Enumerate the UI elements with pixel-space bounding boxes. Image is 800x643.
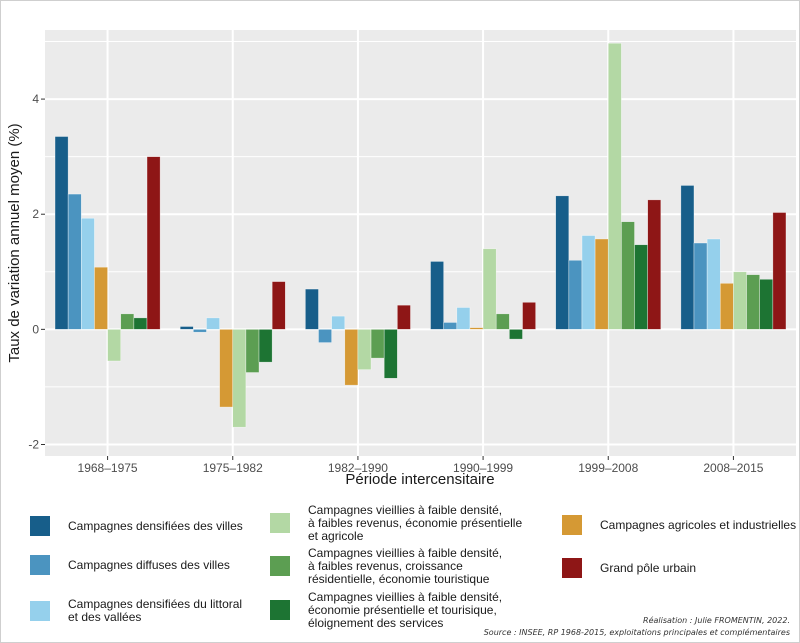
bar [568, 259, 583, 330]
legend-swatch [270, 513, 290, 533]
legend-item: Campagnes vieillies à faible densité, éc… [270, 590, 502, 630]
y-tick-label: -2 [28, 437, 39, 451]
bars [54, 42, 787, 428]
bar [232, 329, 247, 428]
bar [621, 221, 635, 330]
x-axis-title: Période intercensitaire [345, 471, 494, 488]
legend-item: Campagnes densifiées des villes [30, 513, 243, 539]
x-tick-label: 2008–2015 [703, 461, 763, 475]
bar [759, 278, 774, 330]
bar [67, 193, 82, 330]
legend-item: Campagnes agricoles et industrielles [562, 512, 796, 538]
x-axis: 1968–1975 1975–1982 1982–1990 1990–1999 1999… [78, 456, 764, 475]
y-tick-label: 2 [32, 207, 39, 221]
legend-label: Campagnes diffuses des villes [68, 557, 230, 572]
legend-item: Campagnes vieillies à faible densité, à … [270, 546, 502, 586]
legend-swatch [30, 601, 50, 621]
bar [305, 288, 319, 330]
x-tick-label: 1990–1999 [453, 461, 513, 475]
bar [706, 238, 721, 330]
plot-panel [45, 30, 796, 456]
bar [746, 274, 761, 330]
bar [271, 281, 286, 330]
bar [555, 195, 570, 330]
bar [80, 217, 95, 330]
bar [219, 329, 234, 408]
bar [344, 329, 359, 386]
bar [397, 304, 411, 330]
bar [772, 212, 787, 330]
x-tick-label: 1999–2008 [578, 461, 638, 475]
bar [522, 301, 536, 330]
legend-label: Campagnes vieillies à faible densité, à … [308, 545, 503, 586]
bar [680, 185, 695, 330]
bar [54, 136, 69, 330]
legend-swatch [270, 600, 290, 620]
bar [495, 313, 510, 330]
y-axis-title: Taux de variation annuel moyen (%) [6, 123, 23, 362]
y-axis: -2 0 2 4 [28, 92, 45, 451]
legend-swatch [562, 515, 582, 535]
bar [120, 313, 135, 330]
bar [331, 315, 346, 330]
legend-item: Campagnes vieillies à faible densité, à … [270, 503, 522, 543]
bar [733, 271, 747, 330]
bar [607, 42, 622, 330]
bar [318, 329, 332, 343]
bar [693, 242, 708, 330]
legend-item: Campagnes densifiées du littoral et des … [30, 598, 242, 624]
y-tick-label: 4 [32, 92, 39, 106]
bar [107, 329, 122, 362]
bar [469, 327, 484, 330]
bar [594, 238, 609, 330]
source-credit: Source : INSEE, RP 1968-2015, exploitati… [483, 628, 790, 637]
minor-gridlines [45, 41, 796, 388]
bar [206, 317, 220, 330]
legend-item: Campagnes diffuses des villes [30, 552, 230, 578]
legend-label: Campagnes densifiées du littoral et des … [68, 597, 243, 624]
bar [245, 329, 260, 373]
x-tick-label: 1982–1990 [328, 461, 388, 475]
bar [719, 282, 734, 330]
bar [482, 248, 497, 330]
bar [581, 235, 596, 330]
bar [370, 329, 385, 359]
x-tick-label: 1968–1975 [78, 461, 138, 475]
bar [193, 329, 207, 333]
x-tick-label: 1975–1982 [203, 461, 263, 475]
bar [133, 317, 148, 330]
legend-swatch [562, 558, 582, 578]
legend-item: Grand pôle urbain [562, 555, 696, 581]
bar [430, 261, 444, 330]
legend-label: Campagnes densifiées des villes [68, 518, 243, 533]
legend-label: Campagnes vieillies à faible densité, éc… [308, 589, 503, 630]
legend-swatch [30, 555, 50, 575]
realisation-credit: Réalisation : Julie FROMENTIN, 2022. [643, 616, 790, 625]
bar-chart: -2 0 2 4 1968–1975 1975–1982 1982–1990 1990–19… [6, 30, 796, 488]
legend-swatch [30, 516, 50, 536]
bar [509, 329, 523, 340]
bar [357, 329, 372, 370]
y-tick-label: 0 [32, 322, 39, 336]
legend-label: Campagnes agricoles et industrielles [600, 517, 797, 532]
bar [383, 329, 398, 379]
legend-swatch [270, 556, 290, 576]
bar [443, 322, 458, 330]
legend-label: Campagnes vieillies à faible densité, à … [308, 502, 523, 543]
bar [146, 156, 161, 330]
bar [179, 326, 194, 330]
bar [634, 244, 648, 330]
bar [258, 329, 273, 363]
credits: Réalisation : Julie FROMENTIN, 2022. Sou… [484, 615, 790, 639]
legend-label: Grand pôle urbain [600, 560, 697, 575]
legend: Campagnes densifiées des villes Campagne… [0, 500, 800, 643]
bar [94, 266, 108, 330]
bar [647, 199, 662, 330]
bar [456, 307, 471, 330]
